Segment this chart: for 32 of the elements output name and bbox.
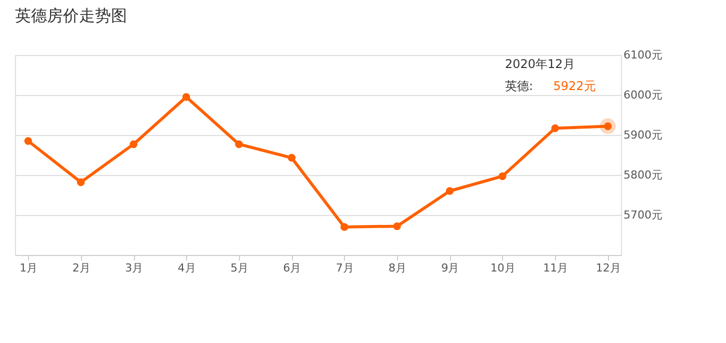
- point: [498, 172, 506, 180]
- point: [24, 137, 32, 145]
- point: [551, 124, 560, 132]
- x-tick-label: 4月: [178, 262, 196, 274]
- y-tick-label: 5900元: [624, 128, 662, 142]
- point: [393, 222, 401, 230]
- x-tick-label: 1月: [20, 262, 38, 274]
- point: [288, 154, 296, 162]
- point: [130, 140, 138, 148]
- x-tick-label: 6月: [283, 262, 302, 274]
- x-tick-label: 10月: [490, 262, 516, 274]
- y-tick-label: 6000元: [624, 88, 662, 102]
- x-tick-label: 9月: [441, 262, 460, 274]
- y-tick-label: 6100元: [624, 48, 662, 62]
- data-label: 5922元: [553, 79, 596, 94]
- x-tick-label: 7月: [336, 262, 354, 274]
- point: [446, 187, 454, 195]
- x-tick-label: 12月: [596, 262, 621, 274]
- x-tick-label: 3月: [125, 262, 144, 274]
- point: [340, 223, 348, 231]
- x-tick-label: 5月: [230, 262, 248, 274]
- y-tick-label: 5700元: [624, 208, 662, 222]
- point: [182, 93, 190, 101]
- x-tick-label: 11月: [543, 262, 568, 274]
- chart-title: 英德房价走势图: [15, 6, 127, 25]
- point: [235, 140, 243, 148]
- point: [76, 178, 85, 186]
- y-tick-label: 5800元: [624, 168, 662, 182]
- annotation: 英德:: [505, 79, 534, 93]
- annotation: 2020年12月: [505, 57, 575, 71]
- x-tick-label: 2月: [72, 262, 90, 274]
- x-tick-label: 8月: [388, 262, 407, 274]
